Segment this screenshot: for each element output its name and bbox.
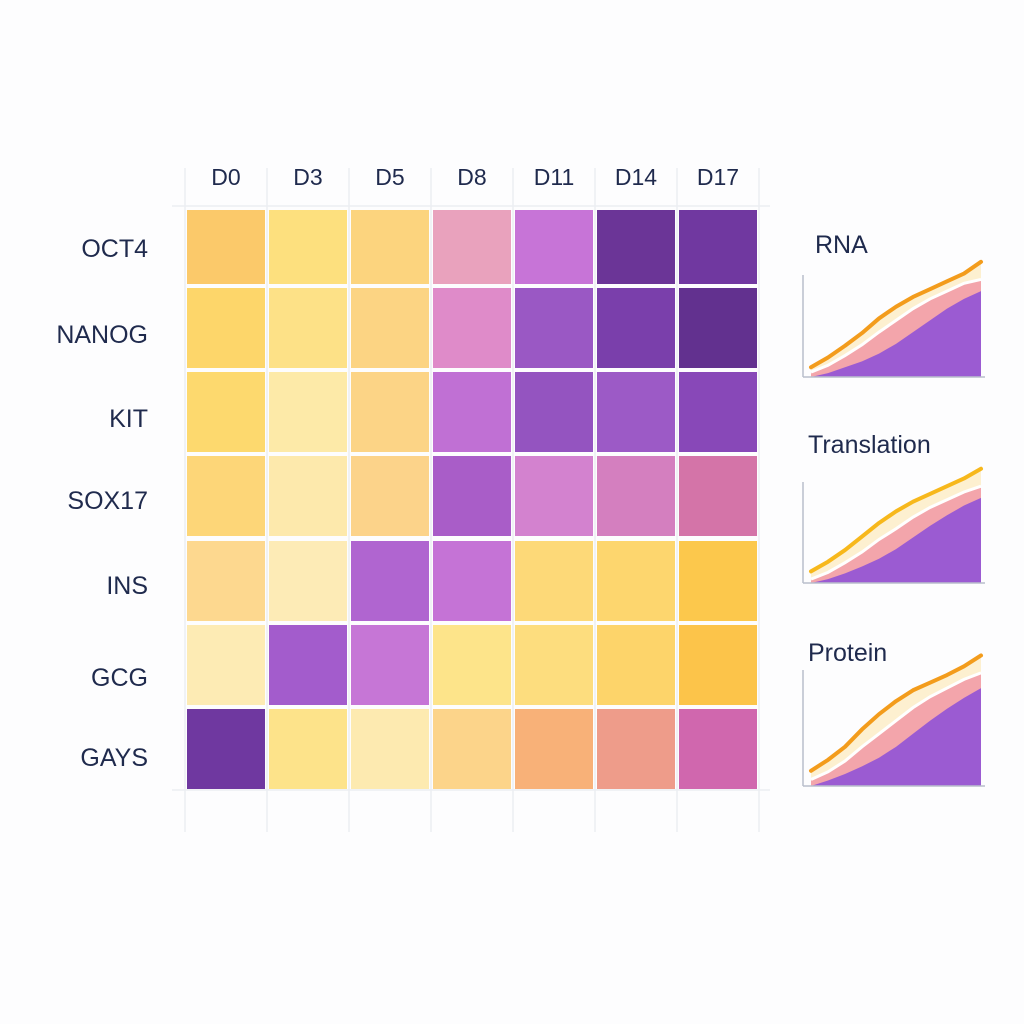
cell-gays-d8	[433, 709, 511, 789]
cell-sox17-d11	[515, 456, 593, 536]
heatmap-cells	[187, 210, 757, 789]
cell-sox17-d0	[187, 456, 265, 536]
heatmap-row-labels: OCT4 NANOG KIT SOX17 INS GCG GAYS	[56, 235, 148, 772]
cell-ins-d3	[269, 541, 347, 621]
cell-nanog-d17	[679, 288, 757, 368]
column-label-d5: D5	[375, 164, 404, 190]
area-cream-band	[811, 468, 981, 580]
cell-gcg-d14	[597, 625, 675, 705]
panel-rna: RNA	[802, 231, 985, 378]
row-label-nanog: NANOG	[56, 321, 148, 349]
series-separator-line	[810, 484, 982, 581]
cell-oct4-d5	[351, 210, 429, 284]
heatmap-column-labels: D0 D3 D5 D8 D11 D14 D17	[211, 164, 739, 190]
cell-kit-d17	[679, 372, 757, 452]
cell-gcg-d3	[269, 625, 347, 705]
cell-oct4-d14	[597, 210, 675, 284]
area-series-purple	[811, 291, 981, 377]
cell-ins-d8	[433, 541, 511, 621]
cell-sox17-d5	[351, 456, 429, 536]
panel-protein: Protein	[802, 639, 985, 787]
cell-gays-d0	[187, 709, 265, 789]
series-separator-line	[810, 277, 982, 374]
series-line-upper	[809, 259, 983, 370]
cell-gcg-d5	[351, 625, 429, 705]
heatmap-gridlines	[172, 168, 770, 832]
cell-gays-d11	[515, 709, 593, 789]
panel-title: Translation	[808, 431, 931, 459]
cell-kit-d5	[351, 372, 429, 452]
panel-title: RNA	[815, 231, 868, 259]
area-cream-band	[811, 261, 981, 373]
row-label-sox17: SOX17	[67, 487, 148, 515]
cell-kit-d11	[515, 372, 593, 452]
cell-sox17-d14	[597, 456, 675, 536]
cell-kit-d0	[187, 372, 265, 452]
cell-nanog-d8	[433, 288, 511, 368]
cell-ins-d11	[515, 541, 593, 621]
area-series-purple	[811, 688, 981, 786]
column-label-d0: D0	[211, 164, 240, 190]
cell-oct4-d17	[679, 210, 757, 284]
cell-gays-d5	[351, 709, 429, 789]
cell-gays-d14	[597, 709, 675, 789]
cell-ins-d5	[351, 541, 429, 621]
series-separator-line	[810, 671, 982, 781]
panel-translation: Translation	[802, 431, 985, 584]
cell-sox17-d17	[679, 456, 757, 536]
cell-gcg-d17	[679, 625, 757, 705]
cell-gcg-d8	[433, 625, 511, 705]
cell-nanog-d0	[187, 288, 265, 368]
column-label-d3: D3	[293, 164, 322, 190]
cell-nanog-d5	[351, 288, 429, 368]
cell-sox17-d3	[269, 456, 347, 536]
cell-oct4-d8	[433, 210, 511, 284]
row-label-ins: INS	[106, 572, 148, 600]
cell-oct4-d11	[515, 210, 593, 284]
area-series-purple	[811, 497, 981, 583]
column-label-d14: D14	[615, 164, 657, 190]
row-label-oct4: OCT4	[81, 235, 148, 263]
row-label-gays: GAYS	[80, 744, 148, 772]
cell-ins-d17	[679, 541, 757, 621]
cell-gcg-d11	[515, 625, 593, 705]
column-label-d17: D17	[697, 164, 739, 190]
cell-nanog-d3	[269, 288, 347, 368]
cell-ins-d0	[187, 541, 265, 621]
cell-nanog-d14	[597, 288, 675, 368]
series-line-upper	[809, 466, 983, 574]
panel-title: Protein	[808, 639, 887, 667]
series-line-upper	[809, 653, 983, 773]
row-label-kit: KIT	[109, 405, 148, 433]
column-label-d8: D8	[457, 164, 486, 190]
row-label-gcg: GCG	[91, 664, 148, 692]
cell-oct4-d0	[187, 210, 265, 284]
cell-ins-d14	[597, 541, 675, 621]
cell-gcg-d0	[187, 625, 265, 705]
cell-kit-d8	[433, 372, 511, 452]
cell-oct4-d3	[269, 210, 347, 284]
cell-nanog-d11	[515, 288, 593, 368]
side-panels: RNA Translation Protein	[802, 231, 985, 787]
cell-gays-d17	[679, 709, 757, 789]
cell-kit-d14	[597, 372, 675, 452]
cell-kit-d3	[269, 372, 347, 452]
cell-gays-d3	[269, 709, 347, 789]
column-label-d11: D11	[534, 164, 575, 190]
cell-sox17-d8	[433, 456, 511, 536]
area-cream-band	[811, 655, 981, 780]
